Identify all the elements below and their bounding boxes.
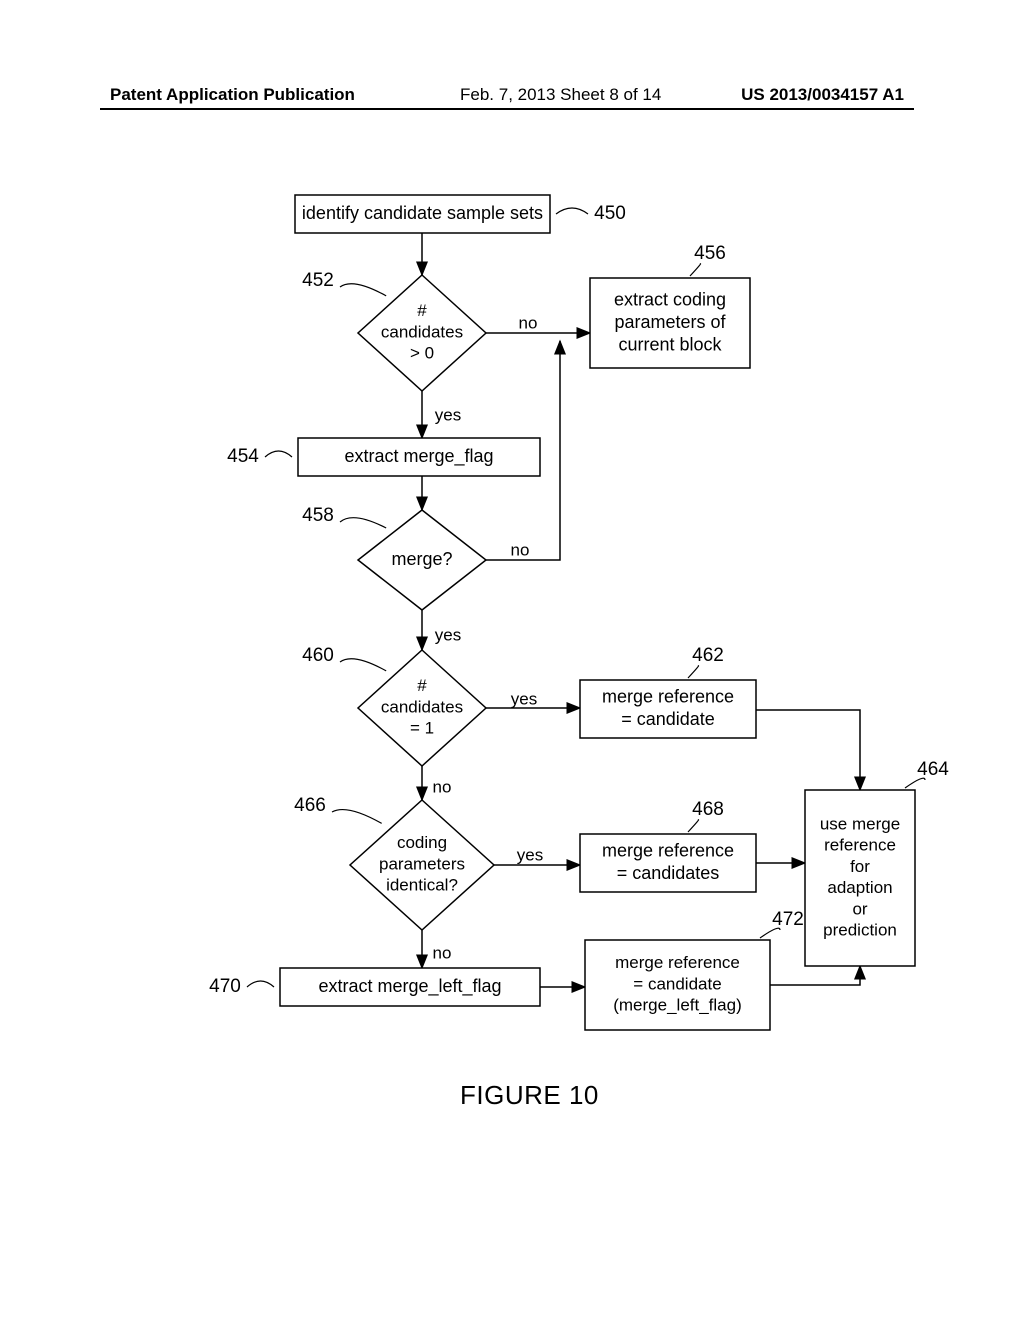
edge [770, 966, 860, 985]
ref-464: 464 [917, 759, 949, 780]
svg-text:extract merge_left_flag: extract merge_left_flag [318, 976, 501, 997]
svg-text:merge reference: merge reference [602, 687, 734, 707]
svg-text:merge?: merge? [391, 549, 452, 569]
svg-text:for: for [850, 857, 870, 876]
ref-leader [340, 659, 386, 671]
ref-leader [688, 666, 699, 678]
svg-text:identical?: identical? [386, 876, 458, 895]
ref-452: 452 [302, 270, 334, 291]
node-n470: extract merge_left_flag [280, 968, 540, 1006]
ref-leader [690, 264, 701, 276]
ref-460: 460 [302, 645, 334, 666]
svg-text:reference: reference [824, 836, 896, 855]
svg-text:yes: yes [435, 625, 461, 644]
svg-text:no: no [433, 777, 452, 796]
ref-466: 466 [294, 795, 326, 816]
svg-text:merge reference: merge reference [615, 953, 740, 972]
ref-leader [556, 208, 588, 214]
svg-text:= candidates: = candidates [617, 863, 720, 883]
svg-text:#: # [417, 301, 427, 320]
node-n460: # candidates = 1 [358, 650, 486, 766]
ref-leader [688, 820, 699, 832]
node-n466: coding parameters identical? [350, 800, 494, 930]
node-n458: merge? [358, 510, 486, 610]
svg-text:coding: coding [397, 833, 447, 852]
svg-text:#: # [417, 676, 427, 695]
svg-text:merge reference: merge reference [602, 841, 734, 861]
ref-450: 450 [594, 203, 626, 224]
ref-472: 472 [772, 909, 804, 930]
svg-text:identify candidate sample sets: identify candidate sample sets [302, 203, 543, 223]
svg-text:current block: current block [618, 334, 722, 354]
svg-text:extract coding: extract coding [614, 289, 726, 309]
svg-text:candidates: candidates [381, 697, 463, 716]
ref-470: 470 [209, 976, 241, 997]
svg-text:= candidate: = candidate [621, 709, 715, 729]
svg-text:use merge: use merge [820, 814, 900, 833]
svg-text:candidates: candidates [381, 322, 463, 341]
figure-label: FIGURE 10 [460, 1080, 599, 1111]
svg-text:= 1: = 1 [410, 719, 434, 738]
node-n454: extract merge_flag [298, 438, 540, 476]
ref-leader [340, 518, 386, 528]
ref-leader [247, 981, 274, 987]
svg-text:parameters of: parameters of [614, 312, 726, 332]
svg-text:parameters: parameters [379, 854, 465, 873]
svg-text:or: or [852, 899, 867, 918]
node-n472: merge reference = candidate (merge_left_fl… [585, 940, 770, 1030]
node-n450: identify candidate sample sets [295, 195, 550, 233]
svg-text:> 0: > 0 [410, 344, 434, 363]
node-n464: use merge reference for adaption or predictio… [805, 790, 915, 966]
ref-454: 454 [227, 446, 259, 467]
ref-468: 468 [692, 799, 724, 820]
ref-458: 458 [302, 505, 334, 526]
svg-text:(merge_left_flag): (merge_left_flag) [613, 996, 742, 1015]
edge [756, 710, 860, 790]
node-n452: # candidates > 0 [358, 275, 486, 391]
svg-text:yes: yes [511, 689, 537, 708]
svg-text:no: no [511, 540, 530, 559]
node-n462: merge reference= candidate [580, 680, 756, 738]
svg-text:adaption: adaption [827, 878, 892, 897]
svg-text:no: no [519, 313, 538, 332]
svg-text:no: no [433, 943, 452, 962]
flowchart-canvas: no yes no yes yes no yes no identify candidate s… [0, 0, 1024, 1320]
node-n468: merge reference= candidates [580, 834, 756, 892]
svg-text:yes: yes [517, 845, 543, 864]
ref-462: 462 [692, 645, 724, 666]
svg-text:yes: yes [435, 405, 461, 424]
svg-text:prediction: prediction [823, 921, 897, 940]
node-n456: extract coding parameters ofcurrent block [590, 278, 750, 368]
ref-456: 456 [694, 243, 726, 264]
ref-leader [265, 451, 292, 457]
ref-leader [340, 284, 386, 296]
ref-leader [332, 810, 382, 824]
svg-text:extract merge_flag: extract merge_flag [344, 446, 493, 467]
svg-text:= candidate: = candidate [633, 974, 721, 993]
